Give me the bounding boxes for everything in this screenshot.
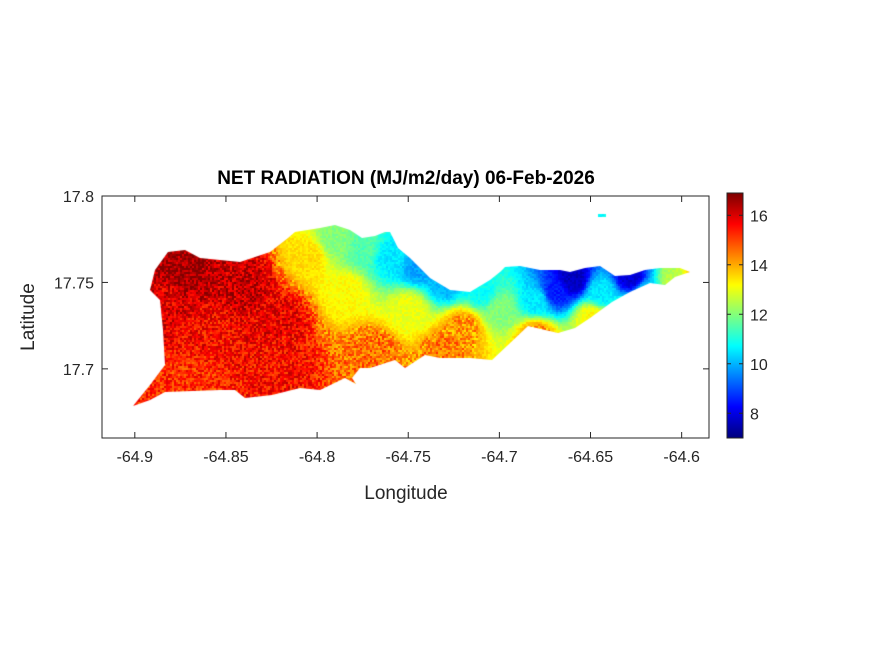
colorbar xyxy=(727,193,743,438)
x-tick-label: -64.8 xyxy=(299,449,336,466)
x-tick-label: -64.9 xyxy=(117,449,154,466)
x-tick-label: -64.85 xyxy=(203,449,248,466)
colorbar-tick-label: 14 xyxy=(750,258,768,275)
colorbar-tick-label: 16 xyxy=(750,208,768,225)
x-tick-label: -64.75 xyxy=(386,449,431,466)
colorbar-box xyxy=(726,192,744,439)
y-tick-label: 17.8 xyxy=(63,189,94,206)
x-tick-label: -64.7 xyxy=(481,449,518,466)
colorbar-tick-label: 8 xyxy=(750,406,759,423)
y-tick-label: 17.7 xyxy=(63,362,94,379)
chart-title: NET RADIATION (MJ/m2/day) 06-Feb-2026 xyxy=(217,168,595,189)
x-axis-label: Longitude xyxy=(364,483,447,504)
plot-box xyxy=(101,195,710,439)
x-tick-label: -64.65 xyxy=(568,449,613,466)
colorbar-tick-label: 12 xyxy=(750,307,768,324)
y-axis-label: Latitude xyxy=(18,283,39,351)
y-tick-label: 17.75 xyxy=(54,275,94,292)
colorbar-tick-label: 10 xyxy=(750,357,768,374)
x-tick-label: -64.6 xyxy=(663,449,700,466)
